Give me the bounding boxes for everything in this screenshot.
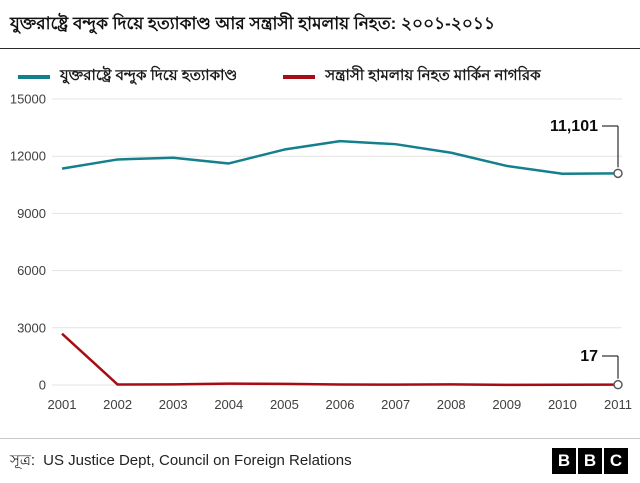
chart-legend: যুক্তরাষ্ট্রে বন্দুক দিয়ে হত্যাকাণ্ড সন… xyxy=(0,49,640,93)
bbc-logo: B B C xyxy=(552,448,628,474)
source-credit: সূত্র: US Justice Dept, Council on Foreig… xyxy=(10,449,352,474)
endpoint-marker xyxy=(613,379,623,390)
y-tick-label: 15000 xyxy=(10,93,46,107)
source-text: US Justice Dept, Council on Foreign Rela… xyxy=(43,451,352,469)
y-tick-label: 12000 xyxy=(10,149,46,164)
series-line xyxy=(61,139,619,175)
y-tick-label: 9000 xyxy=(17,206,46,221)
x-tick-label: 2006 xyxy=(326,397,355,412)
source-label: সূত্র: xyxy=(10,451,36,469)
chart-footer: সূত্র: US Justice Dept, Council on Foreig… xyxy=(0,438,640,483)
legend-label: সন্ত্রাসী হামলায় নিহত মার্কিন নাগরিক xyxy=(325,67,541,84)
chart-title: যুক্তরাষ্ট্রে বন্দুক দিয়ে হত্যাকাণ্ড আর… xyxy=(0,0,640,49)
line-chart: 0 3000 6000 9000 12000 15000 2001 2002 2003 2004 2… xyxy=(10,92,632,413)
y-tick-label: 3000 xyxy=(17,320,46,335)
legend-label: যুক্তরাষ্ট্রে বন্দুক দিয়ে হত্যাকাণ্ড xyxy=(60,67,238,84)
x-tick-label: 2011 xyxy=(604,397,632,412)
x-tick-label: 2009 xyxy=(492,397,521,412)
legend-swatch-red xyxy=(283,74,316,79)
y-tick-label: 0 xyxy=(39,378,46,393)
bbc-logo-block: B xyxy=(578,448,602,474)
series-line xyxy=(61,332,619,387)
x-tick-label: 2001 xyxy=(48,397,77,412)
bbc-logo-block: C xyxy=(604,448,628,474)
legend-item-gun-homicides: যুক্তরাষ্ট্রে বন্দুক দিয়ে হত্যাকাণ্ড xyxy=(18,64,237,89)
x-tick-label: 2010 xyxy=(548,397,577,412)
endpoint-marker xyxy=(613,168,623,179)
annotation-label: 17 xyxy=(580,348,598,365)
x-tick-label: 2004 xyxy=(214,397,243,412)
x-tick-label: 2002 xyxy=(103,397,132,412)
x-tick-label: 2008 xyxy=(437,397,466,412)
x-tick-label: 2003 xyxy=(159,397,188,412)
x-tick-label: 2007 xyxy=(381,397,410,412)
legend-item-terror-deaths: সন্ত্রাসী হামলায় নিহত মার্কিন নাগরিক xyxy=(283,64,541,89)
annotation-label: 11,101 xyxy=(550,118,598,135)
bbc-logo-block: B xyxy=(552,448,576,474)
legend-swatch-teal xyxy=(18,74,50,79)
x-tick-label: 2005 xyxy=(270,397,299,412)
y-tick-label: 6000 xyxy=(17,263,46,278)
